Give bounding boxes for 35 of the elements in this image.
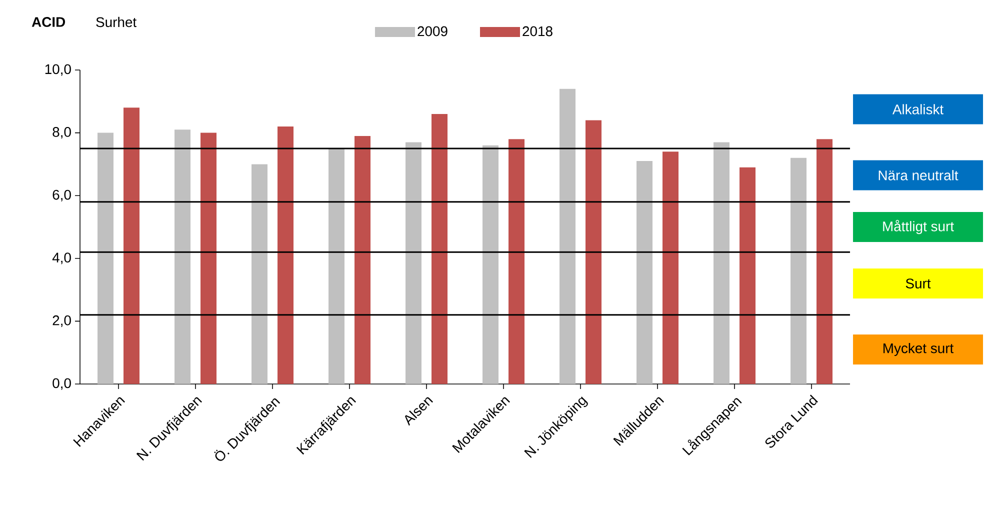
bar <box>482 145 499 384</box>
y-tick-label: 4,0 <box>52 252 71 264</box>
bar <box>508 139 525 384</box>
y-tick-label: 6,0 <box>52 190 71 202</box>
y-tick-label: 8,0 <box>52 127 71 139</box>
chart-subtitle: Surhet <box>96 16 137 28</box>
bar <box>662 152 679 384</box>
bar <box>406 142 422 384</box>
bar <box>816 139 833 384</box>
legend-label: 2009 <box>418 26 448 36</box>
bar <box>328 148 345 384</box>
bar <box>174 130 191 384</box>
y-tick-label: 0,0 <box>52 378 71 390</box>
bar <box>200 132 217 384</box>
chart-title: ACID <box>32 17 66 27</box>
bar <box>354 136 371 384</box>
bar <box>252 164 268 384</box>
text: Nära neutralt <box>878 170 958 180</box>
bar <box>740 167 756 384</box>
text: Surt <box>906 278 931 288</box>
legend-label: 2018 <box>522 26 552 36</box>
y-tick-label: 10,0 <box>45 64 71 76</box>
text: Alkaliskt <box>892 104 944 114</box>
text: Mycket surt <box>884 342 954 356</box>
bar <box>432 114 448 384</box>
bar <box>586 120 602 384</box>
y-tick-label: 2,0 <box>52 315 71 327</box>
text: Måttligt surt <box>883 220 954 234</box>
bar <box>560 88 576 384</box>
bar <box>124 108 140 384</box>
bar <box>98 132 114 384</box>
bar <box>714 142 730 384</box>
bar <box>790 158 807 384</box>
bar <box>636 161 653 384</box>
bar <box>278 126 294 384</box>
